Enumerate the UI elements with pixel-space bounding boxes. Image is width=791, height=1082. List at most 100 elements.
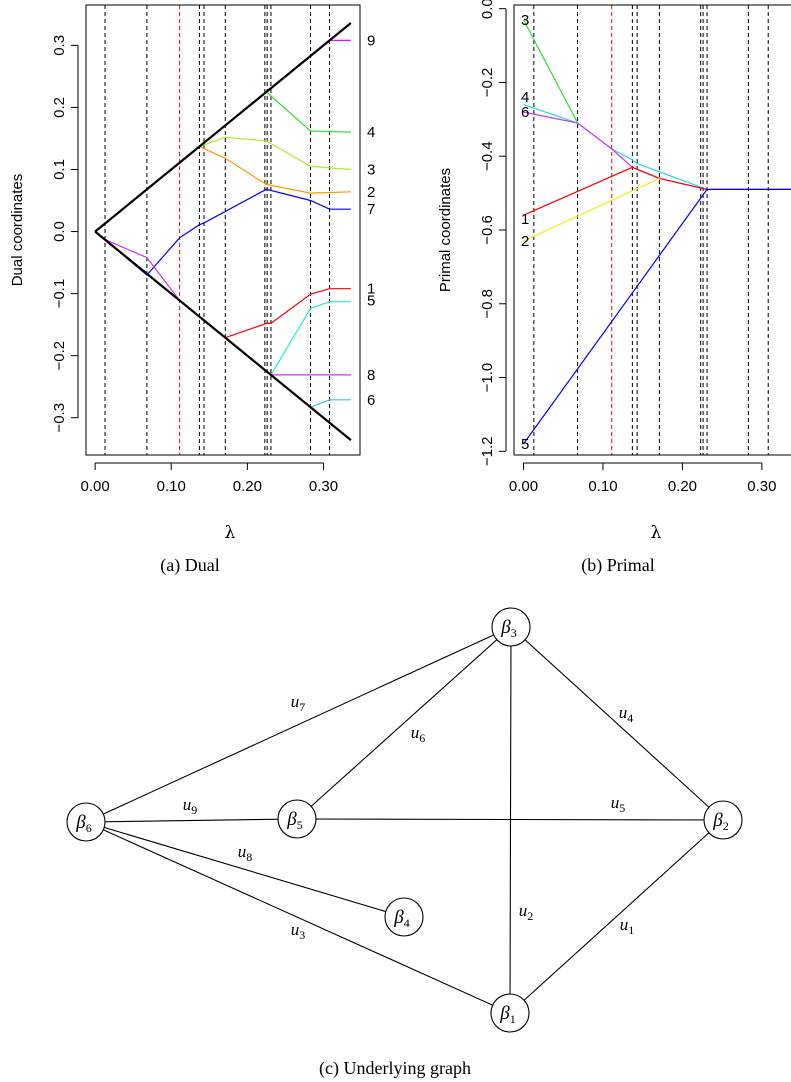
node-label: β5 (286, 809, 302, 832)
y-tick-label: −1.0 (479, 363, 496, 393)
y-tick-label: −0.3 (51, 403, 68, 433)
y-tick-label: −0.2 (51, 341, 68, 371)
edge-label-base: u (619, 703, 628, 722)
x-tick-label: 0.10 (157, 478, 186, 495)
node-circle (490, 993, 530, 1033)
edge-label-base: u (291, 920, 300, 939)
series-6-line (94, 231, 351, 408)
edge-u4 (510, 626, 724, 821)
y-axis-title: Dual coordinates (9, 174, 26, 287)
series-5-line (94, 231, 351, 376)
edge-u9 (85, 818, 298, 823)
series-8-line (94, 231, 351, 376)
edge-label-base: u (183, 795, 192, 814)
node-b5: β5 (277, 799, 317, 839)
node-label: β2 (712, 810, 728, 833)
edge-u7 (85, 626, 512, 823)
x-tick-label: 0.30 (747, 478, 776, 495)
series-start-label: 4 (521, 89, 529, 106)
x-tick-label: 0.20 (233, 478, 262, 495)
series-1-line (94, 231, 351, 339)
edge-u8 (85, 821, 405, 918)
edge-label-sub: 8 (246, 850, 252, 864)
y-tick-label: −0.8 (479, 289, 496, 319)
node-label-sub: 5 (297, 818, 303, 832)
primal-caption: (b) Primal (581, 555, 655, 576)
node-b1: β1 (490, 993, 530, 1033)
edge-label: u8 (238, 842, 253, 864)
series-end-label: 4 (367, 124, 375, 141)
plot-frame (513, 4, 791, 456)
node-circle (66, 802, 106, 842)
y-axis-title: Primal coordinates (437, 168, 454, 292)
node-label-base: β (499, 1003, 510, 1024)
edge-label-sub: 6 (419, 731, 425, 745)
y-tick-label: 0.0 (479, 0, 496, 19)
edge-label: u3 (291, 920, 306, 942)
node-circle (703, 800, 743, 840)
series-start-label: 1 (521, 211, 529, 228)
edge-u3 (85, 821, 511, 1014)
node-circle (384, 897, 424, 937)
node-b3: β3 (491, 607, 531, 647)
x-tick-label: 0.00 (509, 478, 538, 495)
node-b2: β2 (703, 800, 743, 840)
edge-label-base: u (411, 723, 420, 742)
node-label: β6 (75, 812, 91, 835)
y-tick-label: 0.0 (51, 221, 68, 242)
node-circle (491, 607, 531, 647)
node-label-base: β (712, 810, 723, 831)
node-label-base: β (286, 809, 297, 830)
x-axis-title: λ (651, 523, 662, 543)
plot-frame (85, 4, 361, 456)
series-start-label: 3 (521, 12, 529, 29)
edge-label-base: u (291, 692, 300, 711)
edge-label: u4 (619, 703, 634, 725)
edge-label-base: u (620, 915, 629, 934)
node-label-base: β (500, 617, 511, 638)
dual-chart: 0.00 0.10 0.20 0.30 −0.3 −0.2 −0.1 0.0 0.1 0.2 0.3… (9, 4, 375, 543)
series-2-line (94, 145, 351, 233)
series-end-label: 6 (367, 392, 375, 409)
edge-label-sub: 5 (619, 801, 625, 815)
node-b6: β6 (66, 802, 106, 842)
edge-label-sub: 7 (299, 700, 305, 714)
dual-caption: (a) Dual (160, 555, 219, 576)
node-label-sub: 4 (404, 916, 410, 930)
y-tick-label: −0.2 (479, 68, 496, 98)
edge-u1 (509, 819, 724, 1014)
edge-label-sub: 2 (527, 909, 533, 923)
edge-label-sub: 9 (191, 803, 197, 817)
edge-u6 (296, 626, 512, 820)
edge-label: u6 (411, 723, 426, 745)
node-circle (277, 799, 317, 839)
y-tick-label: 0.2 (51, 97, 68, 118)
series-end-label: 3 (367, 161, 375, 178)
series-end-label: 5 (367, 292, 375, 309)
node-label-sub: 2 (723, 819, 729, 833)
series-4-line (94, 91, 351, 233)
edge-label-sub: 3 (299, 928, 305, 942)
edge-label-base: u (519, 901, 528, 920)
edge-label-base: u (238, 842, 247, 861)
series-end-label: 2 (367, 184, 375, 201)
series-7-line (94, 188, 351, 276)
y-tick-label: −0.4 (479, 141, 496, 171)
series-start-label: 2 (521, 233, 529, 250)
x-tick-label: 0.20 (668, 478, 697, 495)
series-end-label: 7 (367, 201, 375, 218)
node-b4: β4 (384, 897, 424, 937)
node-label-sub: 6 (86, 821, 92, 835)
series-2-line (523, 177, 660, 242)
y-tick-label: 0.1 (51, 159, 68, 180)
edge-label-sub: 1 (628, 923, 634, 937)
graph-caption: (c) Underlying graph (319, 1058, 471, 1079)
series-start-label: 6 (521, 104, 529, 121)
x-tick-label: 0.10 (588, 478, 617, 495)
edge-label: u2 (519, 901, 534, 923)
envelope-line (94, 22, 352, 233)
series-4-line (523, 104, 708, 190)
node-label: β3 (500, 617, 516, 640)
